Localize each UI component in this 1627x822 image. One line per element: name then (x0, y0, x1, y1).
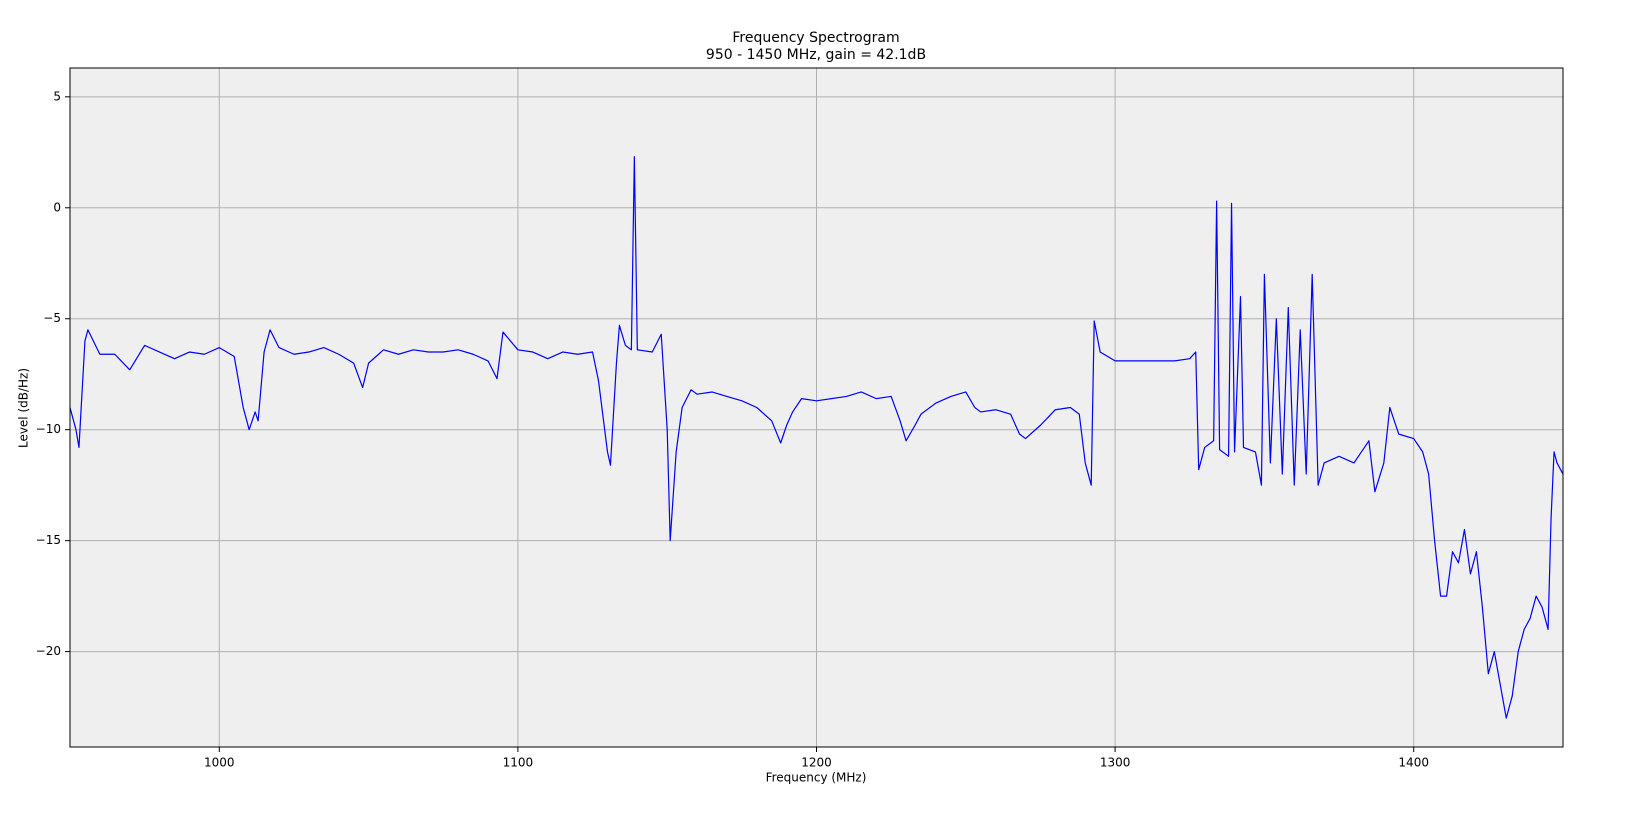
x-tick-label: 1100 (503, 756, 534, 770)
x-tick-label: 1300 (1100, 756, 1131, 770)
x-tick-label: 1000 (204, 756, 235, 770)
chart-subtitle: 950 - 1450 MHz, gain = 42.1dB (706, 47, 926, 63)
chart-title: Frequency Spectrogram (732, 30, 899, 46)
y-tick-label: −10 (36, 422, 61, 436)
y-axis-label: Level (dB/Hz) (17, 368, 31, 448)
y-tick-label: 0 (53, 200, 61, 214)
spectrum-line (69, 156, 1564, 719)
grid (70, 68, 1563, 747)
x-tick-label: 1200 (801, 756, 832, 770)
y-tick-label: −20 (36, 644, 61, 658)
x-tick-label: 1400 (1398, 756, 1429, 770)
y-tick-label: 5 (53, 89, 61, 103)
y-tick-label: −5 (43, 311, 61, 325)
y-tick-label: −15 (36, 533, 61, 547)
marks (69, 156, 1564, 719)
x-axis-label: Frequency (MHz) (766, 771, 867, 785)
